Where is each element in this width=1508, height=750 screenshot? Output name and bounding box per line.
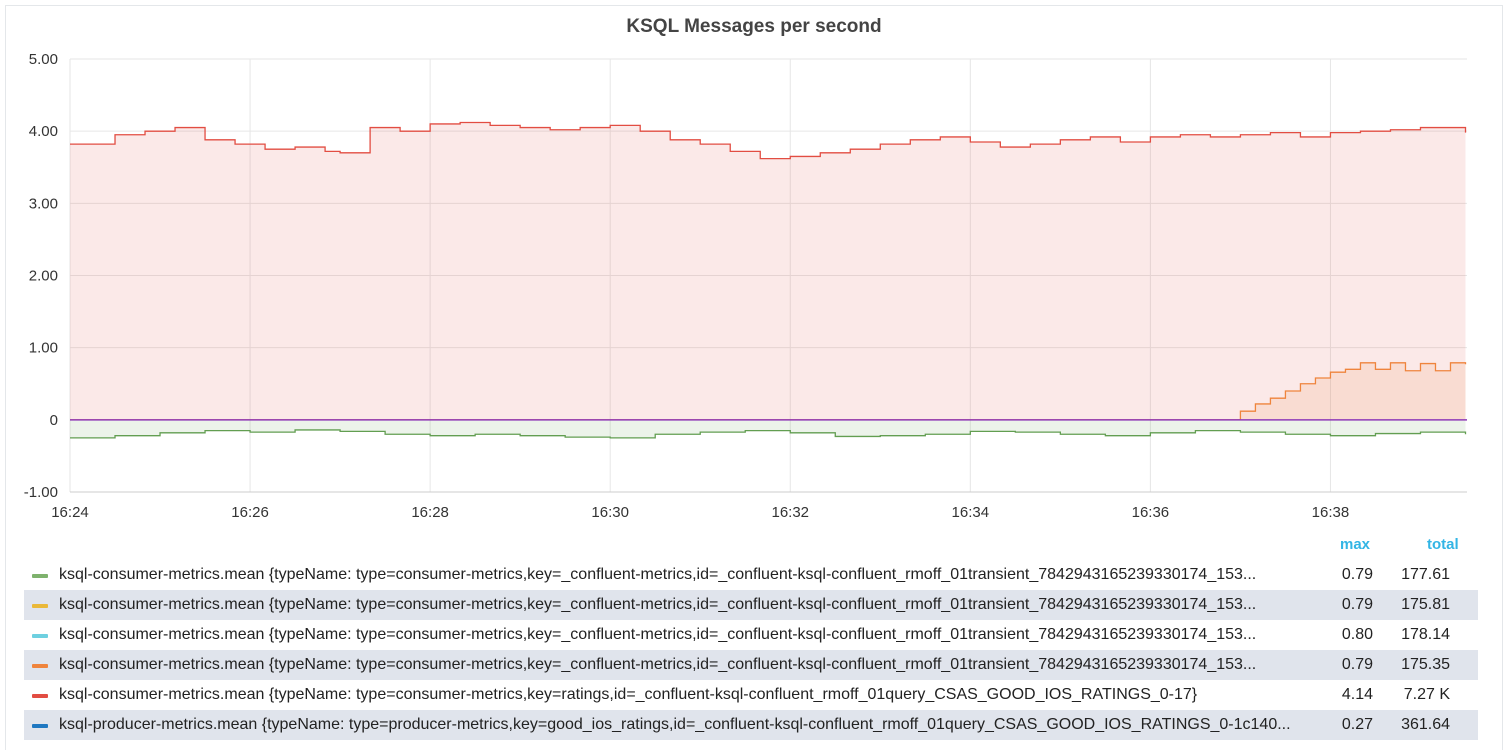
y-tick-label: -1.00: [24, 484, 58, 501]
legend-max-value: 0.79: [1341, 656, 1373, 673]
legend-series-name[interactable]: ksql-producer-metrics.mean {typeName: ty…: [59, 716, 1291, 733]
x-tick-label: 16:30: [591, 504, 629, 521]
legend-series-name[interactable]: ksql-consumer-metrics.mean {typeName: ty…: [59, 626, 1257, 643]
legend-row[interactable]: ksql-consumer-metrics.mean {typeName: ty…: [24, 680, 1478, 710]
legend-total-value: 175.81: [1401, 596, 1450, 613]
legend-swatch[interactable]: [32, 634, 48, 638]
graph-panel: KSQL Messages per second: [5, 5, 1503, 750]
legend-total-value: 178.14: [1401, 626, 1450, 643]
x-tick-label: 16:32: [771, 504, 809, 521]
legend-series-name[interactable]: ksql-consumer-metrics.mean {typeName: ty…: [59, 686, 1198, 703]
legend-row[interactable]: ksql-consumer-metrics.mean {typeName: ty…: [24, 620, 1478, 650]
legend-series-name[interactable]: ksql-consumer-metrics.mean {typeName: ty…: [59, 596, 1257, 613]
legend-row[interactable]: ksql-producer-metrics.mean {typeName: ty…: [24, 710, 1478, 740]
y-tick-label: 5.00: [29, 51, 58, 68]
legend-max-value: 0.27: [1341, 716, 1373, 733]
panel-title[interactable]: KSQL Messages per second: [626, 16, 882, 37]
legend-total-value: 177.61: [1401, 566, 1450, 583]
legend-total-value: 7.27 K: [1403, 686, 1450, 703]
legend-total-header[interactable]: total: [1427, 536, 1459, 553]
legend-swatch[interactable]: [32, 694, 48, 698]
series-line-0[interactable]: [70, 121, 1467, 160]
legend-max-value: 0.79: [1341, 566, 1373, 583]
series-area-1: [70, 362, 1466, 420]
series-line-1[interactable]: [70, 362, 1467, 421]
legend-swatch[interactable]: [32, 724, 48, 728]
x-tick-label: 16:26: [231, 504, 269, 521]
x-tick-label: 16:24: [51, 504, 89, 521]
legend-row[interactable]: ksql-consumer-metrics.mean {typeName: ty…: [24, 590, 1478, 620]
legend-series-name[interactable]: ksql-consumer-metrics.mean {typeName: ty…: [59, 656, 1257, 673]
legend-swatch[interactable]: [32, 604, 48, 608]
legend-swatch[interactable]: [32, 664, 48, 668]
legend-swatch[interactable]: [32, 574, 48, 578]
series-area-2: [70, 419, 1466, 438]
legend-total-value: 175.35: [1401, 656, 1450, 673]
series-area-0: [70, 122, 1466, 420]
y-tick-label: 2.00: [29, 268, 58, 285]
x-tick-label: 16:28: [411, 504, 449, 521]
x-tick-label: 16:36: [1132, 504, 1170, 521]
legend-total-value: 361.64: [1401, 716, 1450, 733]
legend-max-value: 0.80: [1341, 626, 1373, 643]
legend-row[interactable]: ksql-consumer-metrics.mean {typeName: ty…: [24, 650, 1478, 680]
legend-row[interactable]: ksql-consumer-metrics.mean {typeName: ty…: [24, 560, 1478, 590]
y-tick-label: 1.00: [29, 340, 58, 357]
legend-series-name[interactable]: ksql-consumer-metrics.mean {typeName: ty…: [59, 566, 1257, 583]
x-tick-label: 16:38: [1312, 504, 1350, 521]
legend-max-header[interactable]: max: [1340, 536, 1371, 553]
legend-max-value: 4.14: [1341, 686, 1373, 703]
legend: ksql-consumer-metrics.mean {typeName: ty…: [24, 560, 1478, 740]
x-tick-label: 16:34: [952, 504, 990, 521]
legend-max-value: 0.79: [1341, 596, 1373, 613]
y-tick-label: 3.00: [29, 195, 58, 212]
y-tick-label: 4.00: [29, 123, 58, 140]
y-tick-label: 0: [50, 412, 58, 429]
series-line-2[interactable]: [70, 429, 1467, 439]
